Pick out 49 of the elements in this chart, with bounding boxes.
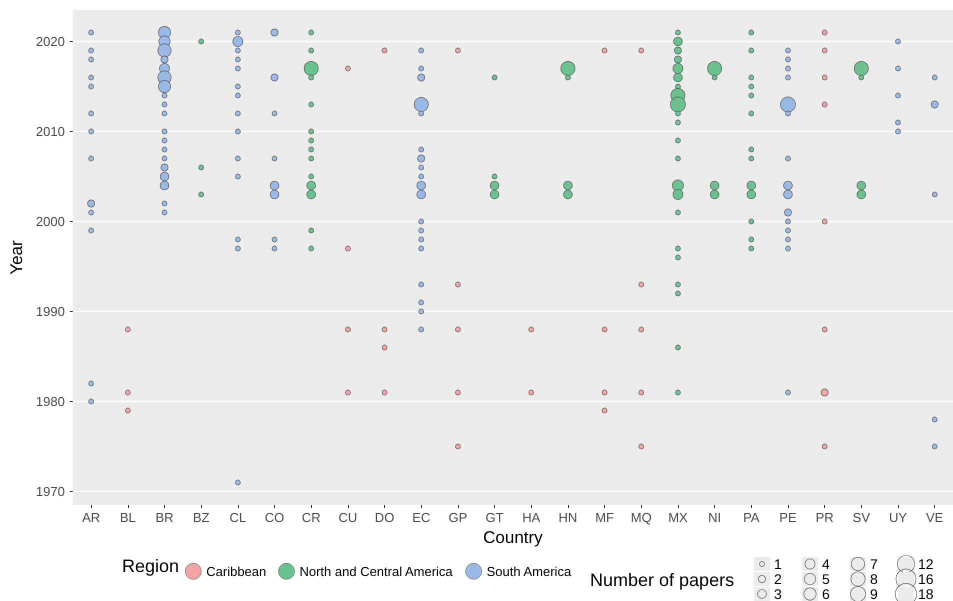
x-tick-label: CU xyxy=(338,510,358,525)
x-tick-label: GT xyxy=(486,510,504,525)
x-tick-label: UY xyxy=(888,510,908,525)
x-tick-label: VE xyxy=(926,510,944,525)
x-tick-label: PA xyxy=(743,510,760,525)
x-tick-label: AR xyxy=(82,510,100,525)
x-tick-label: BR xyxy=(155,510,174,525)
legend-label: 7 xyxy=(870,556,878,572)
x-tick-label: GP xyxy=(448,510,468,525)
x-tick-label: MX xyxy=(668,510,688,525)
legend-label: 8 xyxy=(870,571,878,587)
legend-title: Region xyxy=(122,556,180,576)
legend-label: North and Central America xyxy=(299,564,454,579)
x-axis-title: Country xyxy=(483,528,544,547)
x-tick-label: PR xyxy=(816,510,834,525)
x-tick-label: DO xyxy=(374,510,394,525)
legend-label: 4 xyxy=(822,556,830,572)
legend-label: 3 xyxy=(774,586,782,601)
y-tick-label: 2000 xyxy=(36,214,65,229)
y-tick-label: 2020 xyxy=(36,34,65,49)
x-tick-label: EC xyxy=(412,510,430,525)
y-tick-label: 1980 xyxy=(36,394,65,409)
x-tick-label: CL xyxy=(230,510,246,525)
legend-label: Caribbean xyxy=(206,564,266,579)
x-tick-label: PE xyxy=(779,510,797,525)
legend-label: 5 xyxy=(822,571,830,587)
x-tick-label: NI xyxy=(708,510,722,525)
legend-label: South America xyxy=(486,564,572,579)
legend-label: 9 xyxy=(870,586,878,601)
legend-label: 16 xyxy=(918,571,934,587)
x-tick-label: BL xyxy=(120,510,136,525)
x-tick-label: MF xyxy=(595,510,614,525)
legend-label: 2 xyxy=(774,571,782,587)
legend-label: 6 xyxy=(822,586,830,601)
x-tick-label: BZ xyxy=(192,510,210,525)
legend-label: 1 xyxy=(774,556,782,572)
x-tick-label: CR xyxy=(302,510,321,525)
legend-label: 18 xyxy=(918,586,934,601)
x-tick-label: SV xyxy=(852,510,870,525)
legend-label: 12 xyxy=(918,556,934,572)
y-tick-label: 1970 xyxy=(36,484,65,499)
x-tick-label: HA xyxy=(522,510,541,525)
y-tick-label: 2010 xyxy=(36,124,65,139)
y-axis-title: Year xyxy=(7,240,26,275)
y-tick-label: 1990 xyxy=(36,304,65,319)
x-tick-label: CO xyxy=(264,510,284,525)
text: Number of papers xyxy=(590,570,734,590)
x-tick-label: MQ xyxy=(630,510,652,525)
x-tick-label: HN xyxy=(558,510,578,525)
